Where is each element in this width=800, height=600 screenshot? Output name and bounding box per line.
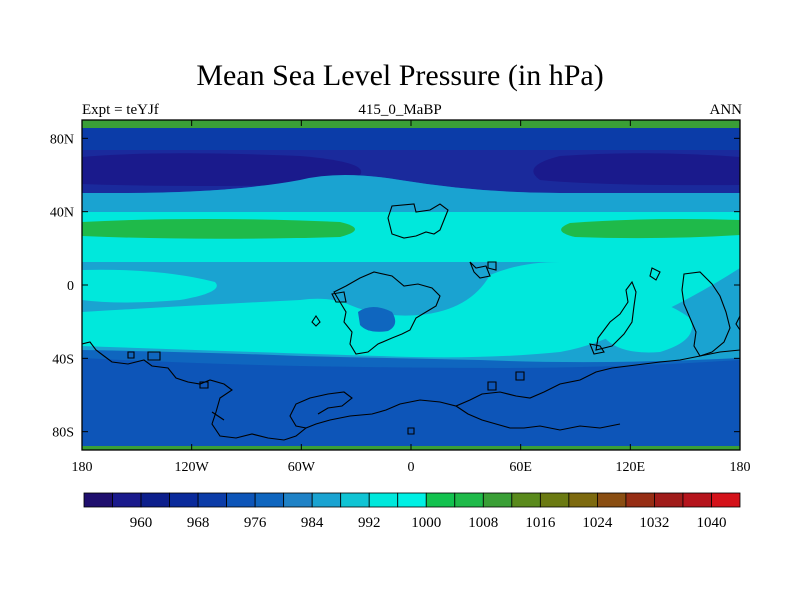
- colorbar-swatch-2: [140, 492, 170, 508]
- colorbar-label-1040: 1040: [696, 515, 726, 531]
- tropical-low-west: [82, 269, 217, 303]
- north-subtropical-high-east: [561, 219, 740, 239]
- colorbar-swatch-15: [511, 492, 541, 508]
- colorbar-swatch-3: [169, 492, 199, 508]
- colorbar-swatch-17: [568, 492, 598, 508]
- plot-title: Mean Sea Level Pressure (in hPa): [196, 59, 604, 92]
- season-label: ANN: [709, 102, 743, 118]
- colorbar-swatch-1: [112, 492, 142, 508]
- y-tick-label-2: 0: [67, 279, 74, 294]
- colorbar-swatch-10: [368, 492, 399, 508]
- x-tick-label-6: 180: [730, 460, 751, 475]
- colorbar-swatch-19: [625, 492, 655, 508]
- colorbar-swatch-20: [654, 492, 684, 508]
- colorbar-swatch-16: [539, 492, 570, 508]
- colorbar-swatch-13: [454, 492, 484, 508]
- x-tick-label-5: 120E: [616, 460, 646, 475]
- colorbar-label-1008: 1008: [468, 515, 498, 531]
- x-tick-label-4: 60E: [509, 460, 532, 475]
- y-tick-label-4: 80S: [52, 426, 74, 441]
- colorbar-swatch-11: [397, 492, 427, 508]
- north-high-latitude-band: [82, 128, 740, 150]
- time-label: 415_0_MaBP: [358, 102, 442, 118]
- colorbar-label-1016: 1016: [525, 515, 556, 531]
- x-tick-label-0: 180: [72, 460, 93, 475]
- experiment-label: Expt = teYJf: [82, 102, 159, 118]
- colorbar-label-976: 976: [244, 515, 267, 531]
- x-tick-label-2: 60W: [288, 460, 316, 475]
- colorbar-swatch-9: [340, 492, 370, 508]
- colorbar-label-1000: 1000: [411, 515, 441, 531]
- colorbar-label-960: 960: [130, 515, 153, 531]
- y-tick-label-1: 40N: [50, 206, 74, 221]
- southern-low-center: [358, 307, 396, 332]
- x-tick-label-1: 120W: [175, 460, 210, 475]
- colorbar-swatch-14: [482, 492, 513, 508]
- y-tick-label-3: 40S: [52, 352, 74, 367]
- y-tick-label-0: 80N: [50, 132, 74, 147]
- colorbar-label-992: 992: [358, 515, 381, 531]
- colorbar-label-1032: 1032: [639, 515, 669, 531]
- colorbar-label-1024: 1024: [582, 515, 613, 531]
- pacific-subtropical-high-east: [602, 297, 692, 353]
- colorbar: 960 968 976 984 992 1000 1008 1016 1024 1032 1040: [83, 492, 741, 531]
- coastlines: [82, 203, 740, 441]
- north-subtropical-high-west: [82, 219, 355, 239]
- colorbar-label-968: 968: [187, 515, 210, 531]
- colorbar-swatch-8: [311, 492, 342, 508]
- colorbar-swatch-6: [254, 492, 285, 508]
- x-tick-label-3: 0: [408, 460, 415, 475]
- southern-subtropical-high: [82, 262, 740, 358]
- colorbar-swatch-7: [283, 492, 313, 508]
- colorbar-swatch-5: [226, 492, 256, 508]
- colorbar-label-984: 984: [301, 515, 324, 531]
- north-deep-low-east: [533, 153, 740, 186]
- north-midlatitude-band: [82, 175, 740, 212]
- colorbar-swatch-4: [197, 492, 228, 508]
- colorbar-swatch-21: [682, 492, 712, 508]
- colorbar-swatch-12: [425, 492, 456, 508]
- colorbar-swatch-18: [596, 492, 627, 508]
- pressure-field: [82, 120, 740, 450]
- colorbar-swatch-0: [83, 492, 113, 508]
- colorbar-swatch-22: [711, 492, 741, 508]
- north-deep-low-west: [82, 153, 362, 186]
- axis-ticks: 180 120W 60W 0 60E 120E 180 80N 40N 0 40S 80S: [50, 120, 751, 475]
